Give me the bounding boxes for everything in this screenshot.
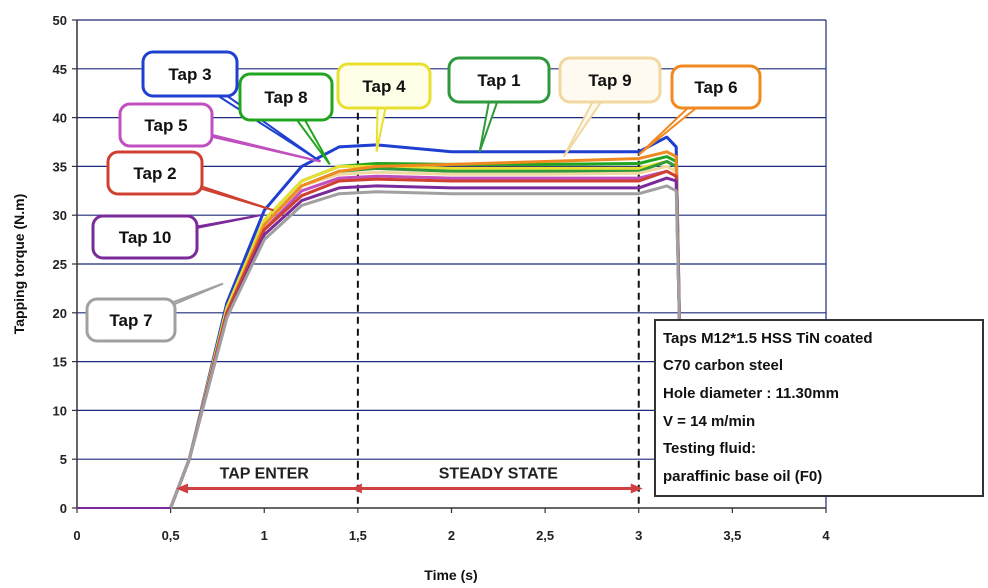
callout-box bbox=[106, 150, 204, 196]
y-tick-label: 30 bbox=[53, 208, 67, 223]
x-tick-label: 0,5 bbox=[162, 528, 180, 543]
callout-tap-2: Tap 2 bbox=[106, 150, 274, 212]
callout-box bbox=[118, 102, 214, 148]
callout-box bbox=[91, 214, 199, 260]
y-axis-title: Tapping torque (N.m) bbox=[11, 194, 27, 335]
callout-tap-8: Tap 8 bbox=[238, 72, 334, 166]
x-tick-label: 1,5 bbox=[349, 528, 367, 543]
callout-tap-7: Tap 7 bbox=[85, 282, 224, 343]
callout-label: Tap 2 bbox=[133, 164, 176, 183]
callout-label: Tap 4 bbox=[362, 77, 406, 96]
y-tick-label: 5 bbox=[60, 452, 67, 467]
callout-box bbox=[670, 64, 762, 110]
x-tick-label: 2 bbox=[448, 528, 455, 543]
callout-label: Tap 9 bbox=[588, 71, 631, 90]
x-tick-label: 3,5 bbox=[723, 528, 741, 543]
y-tick-label: 40 bbox=[53, 111, 67, 126]
callout-tap-5: Tap 5 bbox=[118, 102, 321, 163]
tap-callouts: Tap 3 Tap 8 Tap 4 Tap 1 Tap 9 Tap 6 Tap 5 Tap 2… bbox=[85, 50, 762, 343]
callout-tap-6: Tap 6 bbox=[638, 64, 762, 156]
arrow-head-left bbox=[175, 483, 188, 494]
callout-box bbox=[336, 62, 432, 110]
callout-label: Tap 8 bbox=[264, 88, 307, 107]
callout-label: Tap 5 bbox=[144, 116, 187, 135]
callout-label: Tap 1 bbox=[477, 71, 520, 90]
y-tick-label: 25 bbox=[53, 257, 67, 272]
y-tick-label: 15 bbox=[53, 355, 67, 370]
series-line bbox=[169, 160, 682, 509]
phase-annotation: TAP ENTER STEADY STATE bbox=[175, 465, 643, 494]
series-line bbox=[169, 169, 682, 509]
x-tick-label: 3 bbox=[635, 528, 642, 543]
callout-label: Tap 3 bbox=[168, 65, 211, 84]
callout-tap-4: Tap 4 bbox=[336, 62, 432, 152]
y-tick-label: 0 bbox=[60, 501, 67, 516]
callout-tap-9: Tap 9 bbox=[558, 56, 662, 158]
x-tick-label: 0 bbox=[73, 528, 80, 543]
x-axis-title: Time (s) bbox=[424, 567, 477, 583]
series-line bbox=[169, 150, 682, 509]
callout-tap-10: Tap 10 bbox=[91, 214, 261, 260]
test-conditions-box: Taps M12*1.5 HSS TiN coated C70 carbon s… bbox=[654, 319, 984, 497]
callout-label: Tap 6 bbox=[694, 78, 737, 97]
series-line bbox=[169, 155, 682, 509]
series-line bbox=[169, 169, 682, 509]
tick-labels: 0 5 10 15 20 25 30 35 40 45 50 0 0,5 1 1,5 2 2,5 3 3,5 4 bbox=[53, 13, 831, 543]
callout-tap-1: Tap 1 bbox=[447, 56, 551, 153]
callout-label: Tap 10 bbox=[119, 228, 172, 247]
arrow-head-mid bbox=[351, 483, 362, 494]
info-line: Hole diameter : 11.30mm bbox=[663, 385, 839, 402]
info-line: Testing fluid: bbox=[663, 440, 756, 457]
steady-state-label: STEADY STATE bbox=[439, 465, 558, 482]
series-line bbox=[169, 160, 682, 509]
info-line: paraffinic base oil (F0) bbox=[663, 468, 822, 485]
x-tick-label: 1 bbox=[261, 528, 268, 543]
info-line: C70 carbon steel bbox=[663, 357, 783, 374]
x-tick-label: 2,5 bbox=[536, 528, 554, 543]
tap-enter-label: TAP ENTER bbox=[220, 465, 310, 482]
y-tick-label: 45 bbox=[53, 62, 67, 77]
callout-label: Tap 7 bbox=[109, 311, 152, 330]
y-tick-label: 50 bbox=[53, 13, 67, 28]
info-line: V = 14 m/min bbox=[663, 413, 755, 430]
arrow-head-right bbox=[630, 483, 643, 494]
y-tick-label: 20 bbox=[53, 306, 67, 321]
callout-box bbox=[558, 56, 662, 104]
x-tick-label: 4 bbox=[822, 528, 830, 543]
y-tick-label: 10 bbox=[53, 403, 67, 418]
info-line: Taps M12*1.5 HSS TiN coated bbox=[663, 330, 873, 347]
callout-box bbox=[447, 56, 551, 104]
callout-box bbox=[141, 50, 239, 98]
y-tick-label: 35 bbox=[53, 159, 67, 174]
series-line bbox=[169, 176, 682, 509]
axes bbox=[72, 19, 827, 513]
series-line bbox=[169, 184, 682, 509]
callout-box bbox=[85, 297, 177, 343]
callout-box bbox=[238, 72, 334, 122]
